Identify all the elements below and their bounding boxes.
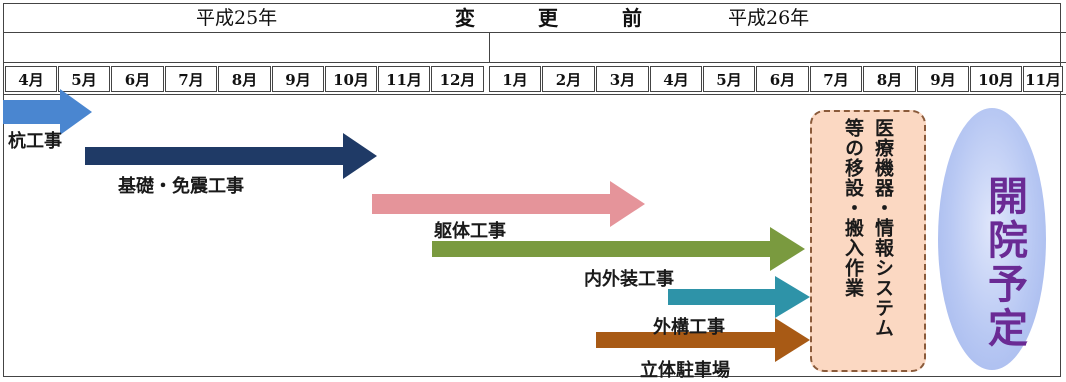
- label-foundation: 基礎・免震工事: [118, 176, 244, 197]
- arrow-finishing: [432, 227, 805, 271]
- month-cell: 10月: [970, 66, 1022, 92]
- title-char-3: 前: [622, 6, 642, 30]
- opening-label: 開院予定: [981, 175, 1028, 351]
- month-cell: 12月: [431, 66, 484, 92]
- arrow-parking: [596, 318, 810, 362]
- label-exterior: 外構工事: [653, 317, 725, 338]
- relocation-line-2: 等の移設・搬入作業: [842, 118, 864, 298]
- month-cell: 9月: [917, 66, 969, 92]
- month-cell: 9月: [272, 66, 324, 92]
- month-cell: 5月: [58, 66, 110, 92]
- label-finishing: 内外装工事: [584, 269, 674, 290]
- schedule-frame: [3, 3, 1061, 377]
- month-cell: 6月: [756, 66, 809, 92]
- relocation-box: [810, 110, 926, 372]
- month-cell: 8月: [218, 66, 271, 92]
- year-label-h26: 平成26年: [728, 7, 810, 29]
- month-cell: 5月: [703, 66, 755, 92]
- arrow-foundation: [85, 133, 377, 179]
- month-cell: 3月: [596, 66, 649, 92]
- year-divider: [489, 33, 490, 63]
- month-cell: 4月: [5, 66, 57, 92]
- month-cell: 4月: [650, 66, 702, 92]
- year-row: [3, 33, 1066, 63]
- month-row: [3, 63, 1066, 95]
- month-cell: 2月: [542, 66, 595, 92]
- title-row: [3, 3, 1066, 33]
- month-cell: 6月: [111, 66, 164, 92]
- year-label-h25: 平成25年: [196, 7, 278, 29]
- month-cell: 11月: [1023, 66, 1063, 92]
- month-cell: 1月: [489, 66, 541, 92]
- arrow-skeleton: [372, 181, 645, 227]
- title-char-1: 変: [455, 6, 475, 30]
- title-char-2: 更: [538, 6, 558, 30]
- label-parking: 立体駐車場: [640, 360, 730, 381]
- opening-oval: [938, 108, 1046, 370]
- arrow-exterior: [668, 276, 810, 318]
- label-skeleton: 躯体工事: [434, 221, 506, 242]
- month-cell: 8月: [863, 66, 916, 92]
- label-pile-work: 杭工事: [8, 131, 62, 152]
- month-cell: 10月: [325, 66, 377, 92]
- relocation-line-1: 医療機器・情報システム: [872, 118, 894, 338]
- month-cell: 11月: [378, 66, 430, 92]
- month-cell: 7月: [810, 66, 862, 92]
- arrow-pile-work: [3, 89, 92, 135]
- month-cell: 7月: [165, 66, 217, 92]
